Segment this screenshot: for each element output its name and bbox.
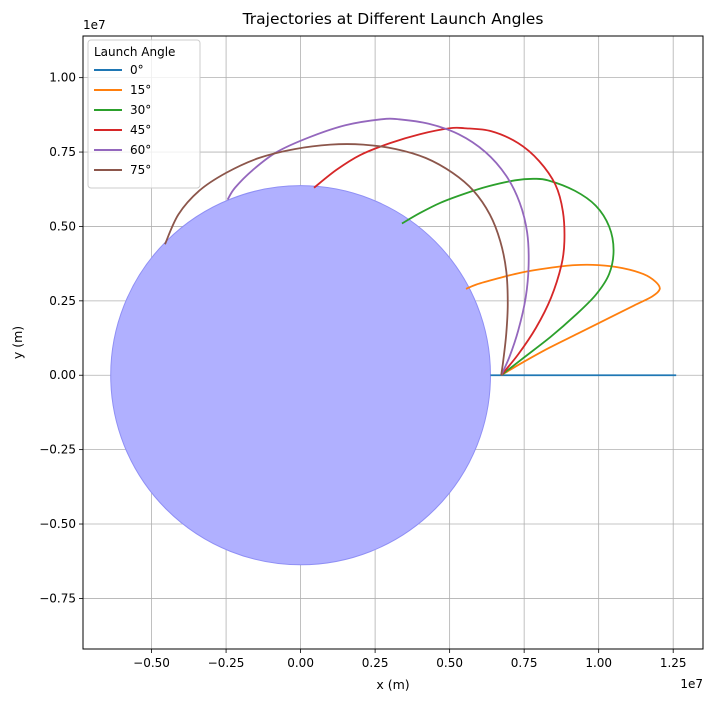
x-tick-label: 0.50 <box>436 656 463 670</box>
legend: Launch Angle 0° 15° 30° 45° 60° 75° <box>87 39 201 189</box>
legend-label-1: 15° <box>130 83 151 97</box>
trajectory-line-2 <box>401 177 615 376</box>
planet-disc <box>110 185 491 566</box>
x-tick-label: 1.00 <box>585 656 612 670</box>
ticks-layer: −0.50 −0.25 0.00 0.25 0.50 0.75 1.00 1.25 −0.75 −… <box>39 71 686 670</box>
x-tick-label: 0.25 <box>362 656 389 670</box>
y-tick-label: 0.50 <box>49 219 76 233</box>
y-tick-label: −0.75 <box>39 591 76 605</box>
x-tick-label: 0.75 <box>511 656 538 670</box>
y-tick-label: 0.25 <box>49 294 76 308</box>
legend-label-2: 30° <box>130 103 151 117</box>
series-layer <box>164 117 677 377</box>
trajectory-line-5 <box>164 143 509 376</box>
x-axis-offset-label: 1e7 <box>680 677 703 691</box>
legend-label-3: 45° <box>130 123 151 137</box>
plot-frame <box>82 35 704 650</box>
legend-items: 0° 15° 30° 45° 60° 75° <box>94 63 151 177</box>
legend-title: Launch Angle <box>94 45 175 59</box>
x-tick-label: −0.50 <box>133 656 170 670</box>
legend-label-5: 75° <box>130 163 151 177</box>
legend-label-0: 0° <box>130 63 144 77</box>
trajectory-line-1 <box>465 263 661 377</box>
legend-label-4: 60° <box>130 143 151 157</box>
x-tick-label: 0.00 <box>287 656 314 670</box>
x-axis-label: x (m) <box>376 677 409 692</box>
y-tick-label: 0.00 <box>49 368 76 382</box>
y-tick-label: 0.75 <box>49 145 76 159</box>
y-axis-offset-label: 1e7 <box>83 18 106 32</box>
x-tick-label: −0.25 <box>208 656 245 670</box>
x-tick-label: 1.25 <box>660 656 687 670</box>
y-tick-label: −0.50 <box>39 517 76 531</box>
planet-layer <box>110 185 491 566</box>
trajectory-line-3 <box>313 126 566 376</box>
y-tick-label: −0.25 <box>39 443 76 457</box>
chart-title: Trajectories at Different Launch Angles <box>242 10 544 28</box>
y-axis-label: y (m) <box>10 326 25 359</box>
y-tick-label: 1.00 <box>49 71 76 85</box>
